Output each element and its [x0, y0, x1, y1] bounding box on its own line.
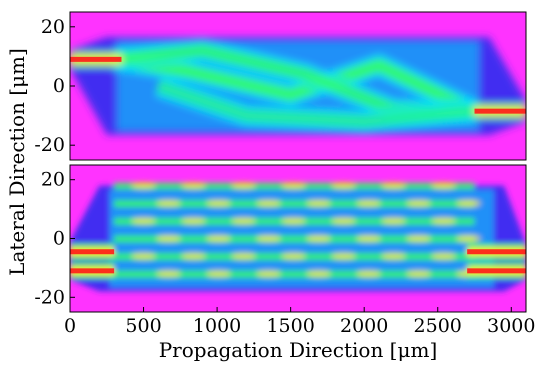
y-tick-label: 0 [53, 75, 65, 97]
fringe-peak [206, 270, 231, 277]
y-tick-label: 0 [53, 228, 65, 250]
fringe-peak [281, 217, 306, 224]
fringe-peak [206, 200, 231, 207]
waveguide-mode-max [70, 268, 115, 274]
y-tick-label: 20 [41, 16, 65, 38]
fringe-peak [306, 235, 331, 242]
fringe-peak [156, 200, 181, 207]
fringe-peak [256, 200, 281, 207]
y-tick-label: 20 [41, 169, 65, 191]
fringe-peak [456, 200, 481, 207]
x-tick-label: 3000 [487, 315, 535, 337]
x-axis-title: Propagation Direction [μm] [159, 338, 438, 362]
fringe-peak [356, 270, 381, 277]
fringe-peak [331, 217, 356, 224]
bottom-y-ticks: 20 0 -20 [34, 169, 75, 308]
fringe-peak [231, 217, 256, 224]
bottom-field [70, 182, 526, 292]
fringe-peak [181, 253, 206, 260]
fringe-peak [406, 235, 431, 242]
bottom-panel: 20 0 -20 0 500 1000 1500 2000 2500 3000 [34, 164, 535, 337]
fringe-peak [181, 182, 206, 189]
y-tick-label: -20 [34, 134, 65, 156]
fringe-peak [306, 270, 331, 277]
fringe-peak [431, 217, 456, 224]
waveguide-mode-max [70, 249, 115, 255]
field-intensity [70, 182, 526, 292]
beam-core [113, 52, 478, 118]
fringe-peak [181, 217, 206, 224]
fringe-peak [456, 235, 481, 242]
fringe-peak [356, 200, 381, 207]
x-tick-label: 500 [125, 315, 161, 337]
top-panel: 20 0 -20 [34, 11, 527, 161]
fringe-peak [231, 253, 256, 260]
field-intensity [70, 37, 526, 135]
fringe-peak [131, 217, 156, 224]
fringe-peak [331, 182, 356, 189]
y-tick-label: -20 [34, 286, 65, 308]
waveguide-mode-max [474, 108, 526, 114]
beam-core [156, 79, 476, 129]
x-tick-label: 2000 [340, 315, 388, 337]
top-field [70, 37, 526, 135]
fringe-peak [406, 200, 431, 207]
fringe-peak [256, 235, 281, 242]
fringe-peak [131, 253, 156, 260]
x-ticks: 0 500 1000 1500 2000 2500 3000 [64, 307, 535, 337]
waveguide-mode-max [467, 249, 526, 255]
fringe-peak [431, 182, 456, 189]
fringe-peak [156, 270, 181, 277]
fringe-peak [281, 253, 306, 260]
fringe-peak [406, 270, 431, 277]
fringe-peak [256, 270, 281, 277]
fringe-peak [231, 182, 256, 189]
fringe-peak [431, 253, 456, 260]
x-tick-label: 0 [64, 315, 76, 337]
fringe-peak [381, 182, 406, 189]
x-tick-label: 1500 [266, 315, 314, 337]
fringe-peak [156, 235, 181, 242]
fringe-peak [131, 182, 156, 189]
fringe-peak [281, 182, 306, 189]
fringe-peak [381, 217, 406, 224]
fringe-peak [206, 235, 231, 242]
x-tick-label: 2500 [414, 315, 462, 337]
fringe-peak [356, 235, 381, 242]
fringe-peak [306, 200, 331, 207]
fringe-band [114, 235, 475, 243]
x-tick-label: 1000 [193, 315, 241, 337]
fringe-band [114, 270, 475, 278]
waveguide-mode-max [467, 268, 526, 274]
waveguide-mode-max [70, 56, 122, 62]
top-y-ticks: 20 0 -20 [34, 16, 75, 156]
fringe-peak [331, 253, 356, 260]
fringe-band [114, 200, 475, 208]
fringe-peak [381, 253, 406, 260]
y-axis-title: Lateral Direction [μm] [5, 48, 29, 276]
